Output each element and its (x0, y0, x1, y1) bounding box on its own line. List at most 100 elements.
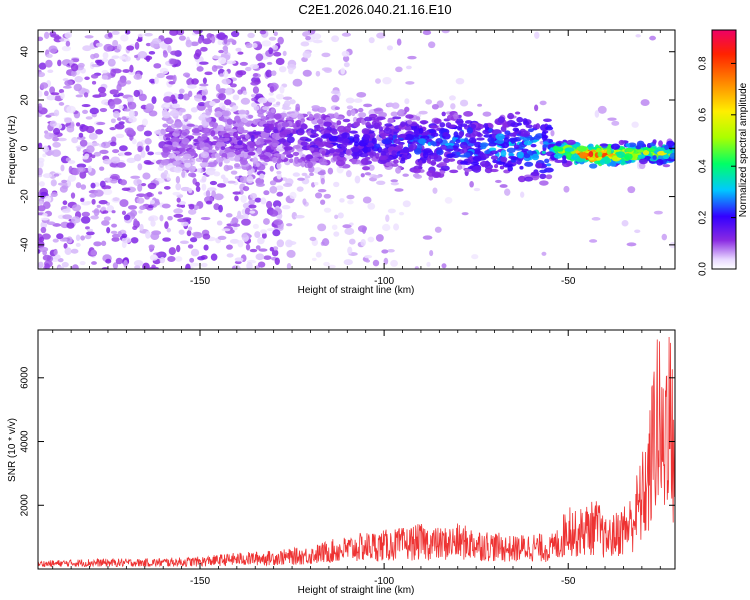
heatmap-cell (38, 71, 46, 78)
heatmap-cell (666, 140, 675, 147)
heatmap-cell (459, 99, 469, 107)
heatmap-cell (45, 59, 53, 68)
heatmap-cell (217, 88, 228, 94)
heatmap-cell (106, 205, 115, 213)
heatmap-cell (441, 263, 447, 269)
heatmap-cell (514, 111, 521, 115)
heatmap-cell (84, 153, 90, 159)
heatmap-cell (461, 147, 468, 154)
heatmap-cell (110, 179, 118, 184)
heatmap-cell (167, 215, 173, 221)
heatmap-cell (422, 30, 432, 36)
heatmap-cell (199, 86, 207, 90)
heatmap-cell (305, 154, 314, 160)
heatmap-cell (351, 109, 356, 117)
heatmap-cell (90, 182, 96, 189)
heatmap-cell (63, 243, 68, 249)
heatmap-cell (456, 151, 461, 156)
heatmap-cell (260, 229, 267, 234)
heatmap-cell (495, 138, 505, 145)
heatmap-cell (110, 230, 118, 234)
heatmap-cell (396, 38, 402, 46)
heatmap-cell (249, 192, 257, 200)
heatmap-cell (109, 59, 116, 65)
heatmap-cell (142, 172, 151, 180)
heatmap-cell (456, 164, 463, 170)
heatmap-cell (177, 93, 185, 100)
spectrogram-frame (37, 29, 676, 270)
heatmap-cell (381, 138, 391, 145)
heatmap-cell (449, 169, 459, 174)
heatmap-cell (609, 161, 617, 167)
heatmap-cell (174, 156, 182, 161)
heatmap-cell (226, 253, 234, 258)
heatmap-cell (610, 143, 621, 150)
heatmap-cell (77, 62, 85, 68)
heatmap-cell (256, 109, 265, 115)
heatmap-cell (227, 151, 236, 158)
heatmap-cell (215, 83, 221, 92)
heatmap-cell (251, 97, 257, 102)
heatmap-cell (229, 238, 240, 244)
heatmap-cell (503, 137, 510, 145)
heatmap-cell (321, 150, 326, 156)
spectrogram-ytick-label: 0 (20, 145, 31, 151)
heatmap-cell (207, 187, 217, 192)
heatmap-cell (495, 133, 505, 141)
heatmap-cell (276, 239, 285, 248)
heatmap-cell (361, 128, 370, 135)
heatmap-cell (390, 179, 399, 183)
heatmap-cell (202, 77, 207, 84)
heatmap-cell (460, 123, 468, 127)
heatmap-cell (507, 112, 515, 120)
heatmap-cell (335, 159, 346, 167)
heatmap-cell (210, 130, 216, 137)
heatmap-cell (273, 128, 279, 134)
heatmap-cell (236, 70, 247, 76)
heatmap-cell (404, 98, 410, 105)
heatmap-cell (68, 160, 76, 164)
heatmap-cell (115, 133, 125, 139)
heatmap-cell (507, 160, 512, 165)
heatmap-cell (412, 173, 420, 178)
heatmap-cell (201, 91, 207, 95)
heatmap-cell (136, 124, 145, 132)
heatmap-cell (221, 110, 232, 117)
colorbar-label: Normalized spectral amplitude (738, 82, 749, 217)
heatmap-cell (149, 199, 156, 205)
heatmap-cell (508, 152, 514, 157)
heatmap-cell (276, 191, 284, 197)
heatmap-cell (385, 162, 391, 167)
heatmap-cell (207, 104, 213, 113)
heatmap-cell (70, 192, 76, 199)
heatmap-cell (124, 127, 135, 134)
heatmap-cell (380, 150, 387, 156)
heatmap-cell (199, 162, 209, 167)
heatmap-cell (234, 195, 239, 202)
heatmap-cell (189, 257, 195, 263)
heatmap-cell (281, 177, 288, 181)
heatmap-cell (315, 251, 322, 258)
heatmap-cell (87, 165, 92, 173)
heatmap-cell (393, 138, 401, 144)
heatmap-cell (101, 69, 109, 74)
snr-xtick-label: -150 (190, 576, 210, 587)
spectrogram-ytick-label: 20 (20, 94, 31, 106)
heatmap-cell (38, 103, 43, 111)
heatmap-cell (218, 204, 223, 213)
heatmap-cell (191, 128, 201, 134)
heatmap-cell (599, 159, 606, 166)
heatmap-cell (319, 141, 329, 147)
heatmap-cell (369, 152, 374, 159)
heatmap-cell (387, 208, 396, 214)
heatmap-cell (430, 132, 439, 137)
heatmap-cell (175, 175, 181, 184)
heatmap-cell (368, 164, 375, 171)
heatmap-cell (142, 262, 150, 269)
heatmap-cell (344, 227, 355, 236)
heatmap-cell (441, 111, 446, 117)
heatmap-cell (316, 118, 324, 125)
heatmap-cell (516, 116, 524, 123)
heatmap-cell (112, 262, 119, 269)
heatmap-cell (346, 105, 354, 110)
